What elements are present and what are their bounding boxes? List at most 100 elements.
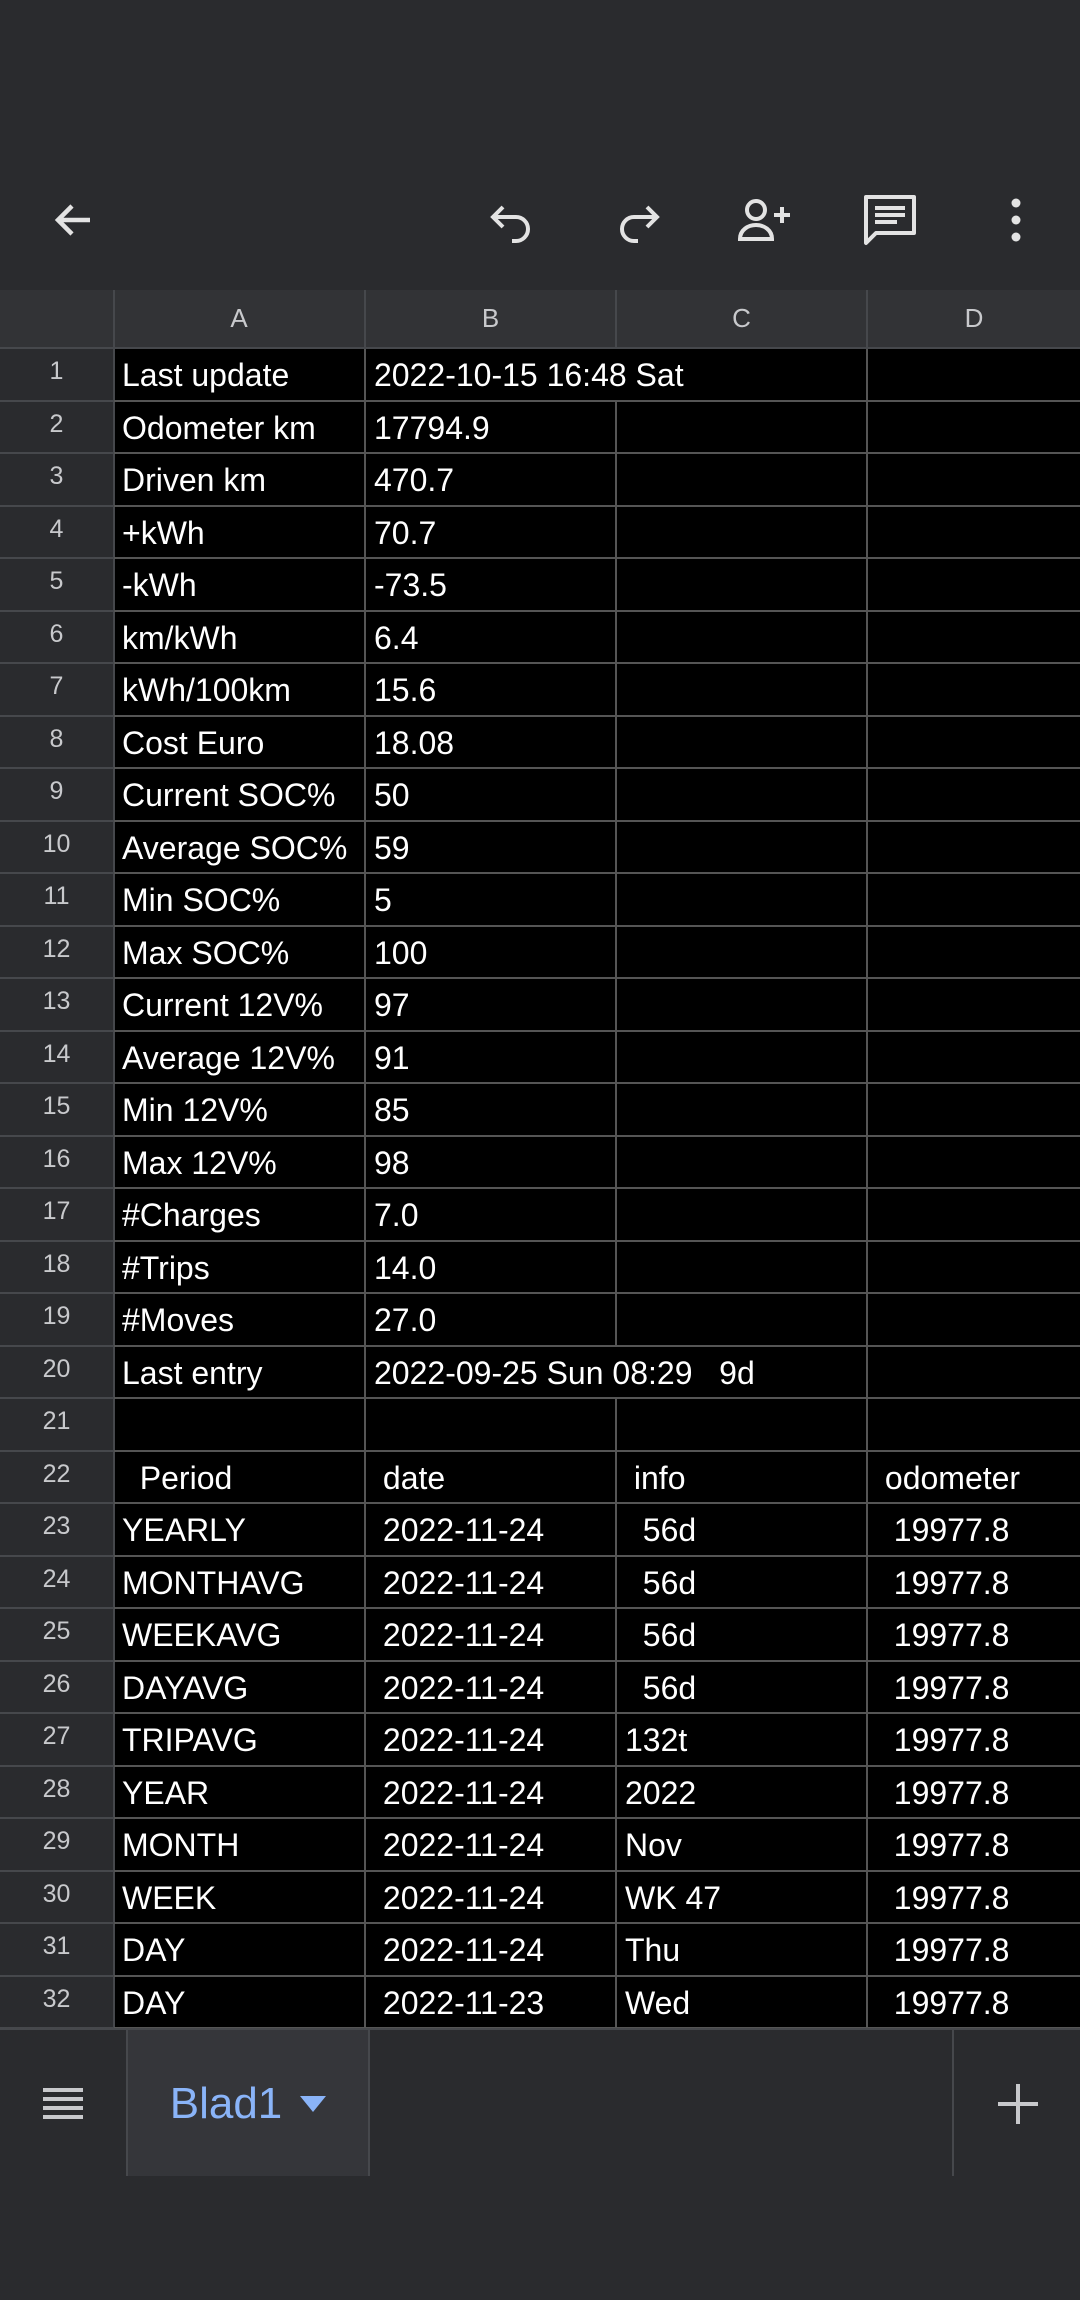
row-number[interactable]: 9: [49, 777, 64, 805]
row-number[interactable]: 4: [49, 514, 64, 543]
cell-d[interactable]: 19977.8: [868, 1557, 1080, 1609]
cell-a[interactable]: [114, 1399, 366, 1452]
cell-c[interactable]: [617, 506, 868, 559]
cell-a[interactable]: Last entry: [114, 1346, 366, 1399]
row-number[interactable]: 28: [42, 1774, 71, 1803]
cell-b[interactable]: 2022-11-24: [366, 1871, 617, 1924]
cell-c[interactable]: 132t: [617, 1714, 868, 1767]
cell-c[interactable]: [617, 559, 868, 612]
cell-b[interactable]: 100: [366, 926, 617, 979]
cell-d[interactable]: [868, 1347, 1080, 1399]
cell-b[interactable]: 50: [366, 769, 617, 822]
row-number[interactable]: 11: [43, 882, 70, 910]
cell-a[interactable]: Period: [114, 1451, 366, 1504]
cell-b[interactable]: [366, 1399, 617, 1452]
row-number[interactable]: 24: [42, 1564, 71, 1593]
cell-d[interactable]: [868, 1189, 1080, 1242]
cell-a[interactable]: Current SOC%: [114, 769, 366, 822]
cell-d[interactable]: [868, 664, 1080, 717]
cell-d[interactable]: [868, 979, 1080, 1032]
cell-c[interactable]: 56d: [617, 1556, 868, 1609]
back-arrow-icon[interactable]: [34, 180, 114, 260]
cell-d[interactable]: [868, 717, 1080, 769]
cell-c[interactable]: 56d: [617, 1661, 868, 1714]
cell-b[interactable]: 2022-11-24: [366, 1504, 617, 1557]
cell-d[interactable]: [868, 1294, 1080, 1347]
more-vert-icon[interactable]: [976, 180, 1056, 260]
cell-d[interactable]: [868, 507, 1080, 559]
cell-a[interactable]: +kWh: [114, 506, 366, 559]
cell-a[interactable]: km/kWh: [114, 611, 366, 664]
cell-d[interactable]: [868, 349, 1080, 402]
cell-b[interactable]: 18.08: [366, 716, 617, 769]
row-number[interactable]: 26: [42, 1669, 71, 1698]
row-number[interactable]: 27: [42, 1722, 71, 1750]
cell-b[interactable]: 7.0: [366, 1189, 617, 1242]
cell-b[interactable]: 2022-11-24: [366, 1819, 617, 1872]
cell-c[interactable]: Thu: [617, 1924, 868, 1977]
cell-d[interactable]: 19977.8: [868, 1504, 1080, 1557]
cell-b[interactable]: 5: [366, 874, 617, 927]
cell-c[interactable]: [617, 1031, 868, 1084]
row-number[interactable]: 1: [49, 357, 64, 385]
cell-b[interactable]: 2022-11-24: [366, 1714, 617, 1767]
cell-a[interactable]: Cost Euro: [114, 716, 366, 769]
row-number[interactable]: 5: [49, 567, 64, 595]
cell-c[interactable]: [617, 1294, 868, 1347]
cell-d[interactable]: [868, 927, 1080, 979]
column-header-d[interactable]: D: [964, 303, 984, 333]
cell-b[interactable]: date: [366, 1451, 617, 1504]
row-number[interactable]: 3: [49, 462, 64, 490]
cell-c[interactable]: [617, 349, 868, 402]
cell-b[interactable]: 2022-11-24: [366, 1609, 617, 1662]
cell-c[interactable]: [617, 1399, 868, 1452]
cell-c[interactable]: [617, 716, 868, 769]
cell-c[interactable]: [617, 979, 868, 1032]
cell-a[interactable]: Average SOC%: [114, 821, 366, 874]
cell-d[interactable]: 19977.8: [868, 1872, 1080, 1924]
cell-a[interactable]: #Moves: [114, 1294, 366, 1347]
comment-icon[interactable]: [850, 180, 930, 260]
cell-c[interactable]: [617, 664, 868, 717]
cell-a[interactable]: DAY: [114, 1976, 366, 2028]
cell-a[interactable]: TRIPAVG: [114, 1714, 366, 1767]
row-number[interactable]: 23: [42, 1512, 71, 1540]
column-header-b[interactable]: B: [366, 290, 617, 347]
cell-a[interactable]: #Trips: [114, 1241, 366, 1294]
spreadsheet-grid[interactable]: A B C D 1 Last update 2022-10-15 16:48 Sat…: [0, 290, 1080, 2028]
cell-a[interactable]: #Charges: [114, 1189, 366, 1242]
row-number[interactable]: 22: [42, 1459, 71, 1488]
column-header-a[interactable]: A: [114, 290, 366, 347]
cell-c[interactable]: [617, 454, 868, 507]
cell-a[interactable]: WEEK: [114, 1871, 366, 1924]
cell-d[interactable]: 19977.8: [868, 1609, 1080, 1662]
cell-c[interactable]: [617, 1084, 868, 1137]
cell-b[interactable]: 85: [366, 1084, 617, 1137]
row-number[interactable]: 21: [42, 1407, 71, 1435]
redo-icon[interactable]: [598, 180, 678, 260]
cell-b[interactable]: 70.7: [366, 506, 617, 559]
row-number[interactable]: 14: [42, 1039, 71, 1068]
row-number[interactable]: 12: [42, 934, 71, 963]
cell-a[interactable]: Min 12V%: [114, 1084, 366, 1137]
cell-b[interactable]: 98: [366, 1136, 617, 1189]
row-number[interactable]: 19: [42, 1302, 71, 1330]
row-number[interactable]: 2: [49, 409, 64, 438]
cell-c[interactable]: [617, 926, 868, 979]
row-number[interactable]: 17: [42, 1197, 71, 1225]
cell-c[interactable]: [617, 1346, 868, 1399]
cell-c[interactable]: [617, 769, 868, 822]
row-number[interactable]: 31: [42, 1932, 71, 1960]
cell-c[interactable]: info: [617, 1451, 868, 1504]
cell-c[interactable]: [617, 1241, 868, 1294]
row-number[interactable]: 7: [49, 672, 64, 700]
row-number[interactable]: 18: [42, 1249, 71, 1278]
cell-b[interactable]: 27.0: [366, 1294, 617, 1347]
cell-c[interactable]: Nov: [617, 1819, 868, 1872]
cell-d[interactable]: [868, 1242, 1080, 1294]
cell-c[interactable]: Wed: [617, 1976, 868, 2028]
cell-a[interactable]: Average 12V%: [114, 1031, 366, 1084]
row-number[interactable]: 20: [42, 1354, 71, 1383]
cell-d[interactable]: [868, 454, 1080, 507]
cell-c[interactable]: [617, 401, 868, 454]
